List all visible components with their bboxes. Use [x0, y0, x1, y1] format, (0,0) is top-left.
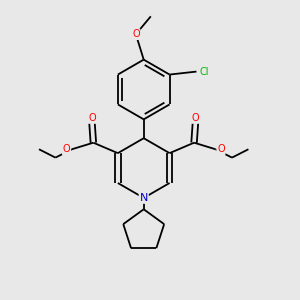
Text: N: N [140, 193, 148, 203]
Text: O: O [88, 113, 96, 123]
Text: O: O [217, 144, 225, 154]
Text: O: O [192, 113, 200, 123]
Text: O: O [132, 29, 140, 39]
Text: Cl: Cl [200, 67, 209, 76]
Text: O: O [63, 144, 70, 154]
